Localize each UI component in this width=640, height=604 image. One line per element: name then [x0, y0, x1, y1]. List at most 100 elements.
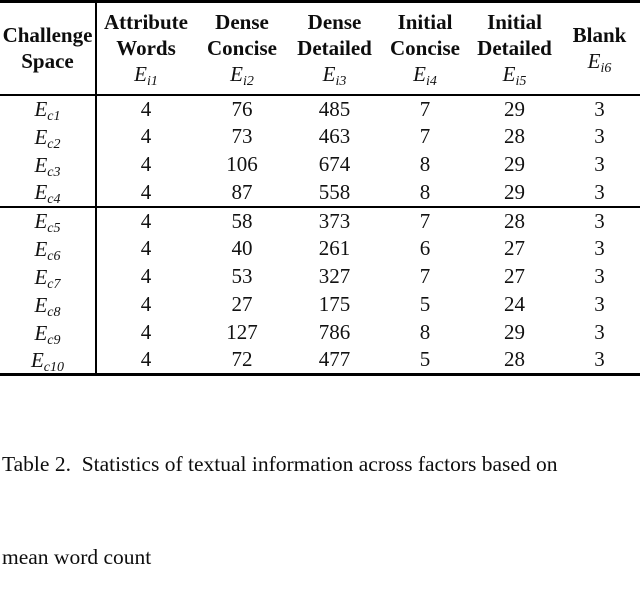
row-label: Ec7 — [0, 262, 97, 291]
header-line: Initial — [397, 10, 453, 35]
value-cell: 3 — [594, 236, 605, 260]
value-cell: 5 — [419, 347, 431, 372]
value-cell: 3 — [594, 179, 605, 204]
row-label: Ec2 — [0, 122, 97, 151]
value-cell: 3 — [594, 264, 605, 288]
caption-line-2: mean word count — [2, 545, 152, 569]
header-line: Dense — [307, 10, 362, 35]
value-cell: 4 — [140, 96, 152, 121]
value-cell: 127 — [226, 320, 258, 344]
header-blank: Blank Ei6 — [559, 1, 640, 96]
value-cell: 106 — [226, 152, 258, 176]
header-line: Initial — [487, 10, 542, 35]
header-line: Blank — [572, 23, 627, 48]
caption-line-1: Table 2. Statistics of textual informati… — [2, 452, 558, 476]
header-line: Words — [116, 36, 176, 61]
table-row: Ec2 4 73 463 7 28 3 — [0, 122, 640, 151]
value-cell: 28 — [504, 124, 525, 148]
row-label: Ec1 — [0, 94, 97, 124]
value-cell: 327 — [318, 264, 351, 288]
value-cell: 8 — [419, 320, 431, 344]
header-symbol: Ei5 — [502, 62, 527, 90]
value-cell: 58 — [195, 205, 289, 235]
table-row: Ec5 4 58 373 7 28 3 — [0, 205, 640, 236]
value-cell: 261 — [318, 236, 351, 260]
header-symbol: Ei3 — [322, 62, 347, 90]
row-label: Ec6 — [0, 234, 97, 263]
header-line: Challenge — [2, 23, 93, 48]
value-cell: 4 — [140, 347, 152, 372]
value-cell: 27 — [504, 236, 525, 260]
value-cell: 3 — [594, 96, 605, 121]
row-label: Ec3 — [0, 150, 97, 179]
table-row: Ec8 4 27 175 5 24 3 — [0, 290, 640, 319]
value-cell: 3 — [594, 152, 605, 176]
header-symbol: Ei4 — [413, 62, 437, 90]
row-label: Ec4 — [0, 178, 97, 207]
value-cell: 175 — [318, 292, 351, 316]
table-row: Ec7 4 53 327 7 27 3 — [0, 262, 640, 291]
value-cell: 558 — [318, 179, 351, 204]
value-cell: 53 — [231, 264, 253, 288]
header-line: Space — [21, 49, 74, 74]
value-cell: 373 — [289, 205, 380, 235]
value-cell: 76 — [231, 96, 253, 121]
value-cell: 7 — [419, 264, 431, 288]
value-cell: 73 — [231, 124, 253, 148]
header-dense-detailed: Dense Detailed Ei3 — [289, 1, 380, 96]
row-label: Ec5 — [0, 205, 97, 236]
header-line: Concise — [390, 36, 460, 61]
value-cell: 27 — [231, 292, 253, 316]
value-cell: 28 — [470, 205, 559, 235]
header-challenge-space: Challenge Space — [0, 1, 97, 96]
header-line: Dense — [215, 10, 269, 35]
value-cell: 3 — [594, 292, 605, 316]
table-row: Ec3 4 106 674 8 29 3 — [0, 150, 640, 179]
value-cell: 4 — [140, 292, 152, 316]
header-symbol: Ei1 — [134, 62, 158, 90]
value-cell: 786 — [318, 320, 351, 344]
value-cell: 3 — [559, 205, 640, 235]
row-label: Ec9 — [0, 318, 97, 347]
header-line: Detailed — [297, 36, 372, 61]
value-cell: 29 — [504, 320, 525, 344]
header-line: Detailed — [477, 36, 552, 61]
value-cell: 27 — [504, 264, 525, 288]
value-cell: 8 — [419, 152, 431, 176]
value-cell: 4 — [140, 264, 152, 288]
value-cell: 4 — [96, 205, 195, 235]
value-cell: 674 — [318, 152, 351, 176]
header-symbol: Ei2 — [230, 62, 254, 90]
header-dense-concise: Dense Concise Ei2 — [195, 1, 289, 96]
value-cell: 485 — [318, 96, 351, 121]
header-initial-detailed: Initial Detailed Ei5 — [470, 1, 559, 96]
value-cell: 477 — [318, 347, 351, 372]
value-cell: 8 — [419, 179, 431, 204]
value-cell: 72 — [231, 347, 253, 372]
value-cell: 7 — [419, 124, 431, 148]
value-cell: 7 — [419, 96, 431, 121]
header-line: Attribute — [104, 10, 188, 35]
header-line: Concise — [207, 36, 277, 61]
header-attribute-words: Attribute Words Ei1 — [96, 1, 195, 96]
value-cell: 4 — [140, 124, 152, 148]
table-row: Ec4 4 87 558 8 29 3 — [0, 178, 640, 207]
value-cell: 28 — [504, 347, 525, 372]
table-row: Ec10 4 72 477 5 28 3 — [0, 346, 640, 375]
header-row: Challenge Space Attribute Words Ei1 Dens… — [0, 1, 640, 96]
value-cell: 87 — [231, 179, 253, 204]
value-cell: 4 — [140, 152, 152, 176]
table-row: Ec1 4 76 485 7 29 3 — [0, 94, 640, 124]
value-cell: 5 — [419, 292, 431, 316]
value-cell: 4 — [140, 320, 152, 344]
table-row: Ec6 4 40 261 6 27 3 — [0, 234, 640, 263]
header-initial-concise: Initial Concise Ei4 — [380, 1, 470, 96]
value-cell: 29 — [504, 152, 525, 176]
value-cell: 7 — [380, 205, 470, 235]
value-cell: 29 — [504, 179, 525, 204]
row-label: Ec10 — [0, 346, 97, 375]
value-cell: 4 — [140, 236, 152, 260]
table-row: Ec9 4 127 786 8 29 3 — [0, 318, 640, 347]
row-label: Ec8 — [0, 290, 97, 319]
value-cell: 3 — [594, 347, 605, 372]
